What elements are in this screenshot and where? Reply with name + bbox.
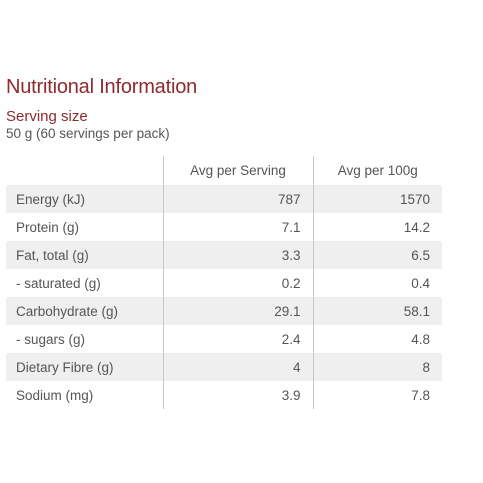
- header-nutrient: [6, 156, 163, 185]
- serving-size-label: Serving size: [6, 108, 88, 125]
- table-row: Fat, total (g) 3.3 6.5: [6, 241, 442, 269]
- nutrition-table: Avg per Serving Avg per 100g Energy (kJ)…: [6, 156, 442, 409]
- value-per-100g: 7.8: [312, 381, 442, 409]
- value-per-100g: 4.8: [312, 325, 442, 353]
- nutrient-name: - sugars (g): [6, 325, 163, 353]
- table-row: Sodium (mg) 3.9 7.8: [6, 381, 442, 409]
- nutrient-name: Protein (g): [6, 213, 163, 241]
- value-per-serving: 3.9: [162, 381, 313, 409]
- value-per-serving: 29.1: [162, 297, 313, 325]
- value-per-100g: 8: [312, 353, 442, 381]
- serving-size-value: 50 g (60 servings per pack): [6, 126, 170, 141]
- page-title: Nutritional Information: [6, 76, 198, 99]
- table-row: - saturated (g) 0.2 0.4: [6, 269, 442, 297]
- header-avg-per-100g: Avg per 100g: [312, 156, 442, 185]
- value-per-serving: 4: [162, 353, 313, 381]
- value-per-100g: 1570: [312, 185, 442, 213]
- value-per-serving: 7.1: [162, 213, 313, 241]
- value-per-serving: 0.2: [162, 269, 313, 297]
- nutrient-name: Carbohydrate (g): [6, 297, 163, 325]
- value-per-100g: 58.1: [312, 297, 442, 325]
- value-per-100g: 14.2: [312, 213, 442, 241]
- table-row: Carbohydrate (g) 29.1 58.1: [6, 297, 442, 325]
- table-row: - sugars (g) 2.4 4.8: [6, 325, 442, 353]
- value-per-100g: 6.5: [312, 241, 442, 269]
- nutrient-name: Energy (kJ): [6, 185, 163, 213]
- value-per-100g: 0.4: [312, 269, 442, 297]
- table-row: Energy (kJ) 787 1570: [6, 185, 442, 213]
- nutrient-name: Sodium (mg): [6, 381, 163, 409]
- nutrient-name: - saturated (g): [6, 269, 163, 297]
- value-per-serving: 787: [162, 185, 313, 213]
- table-row: Dietary Fibre (g) 4 8: [6, 353, 442, 381]
- value-per-serving: 2.4: [162, 325, 313, 353]
- table-row: Protein (g) 7.1 14.2: [6, 213, 442, 241]
- value-per-serving: 3.3: [162, 241, 313, 269]
- header-avg-per-serving: Avg per Serving: [162, 156, 313, 185]
- nutrient-name: Fat, total (g): [6, 241, 163, 269]
- table-header-row: Avg per Serving Avg per 100g: [6, 156, 442, 185]
- nutrient-name: Dietary Fibre (g): [6, 353, 163, 381]
